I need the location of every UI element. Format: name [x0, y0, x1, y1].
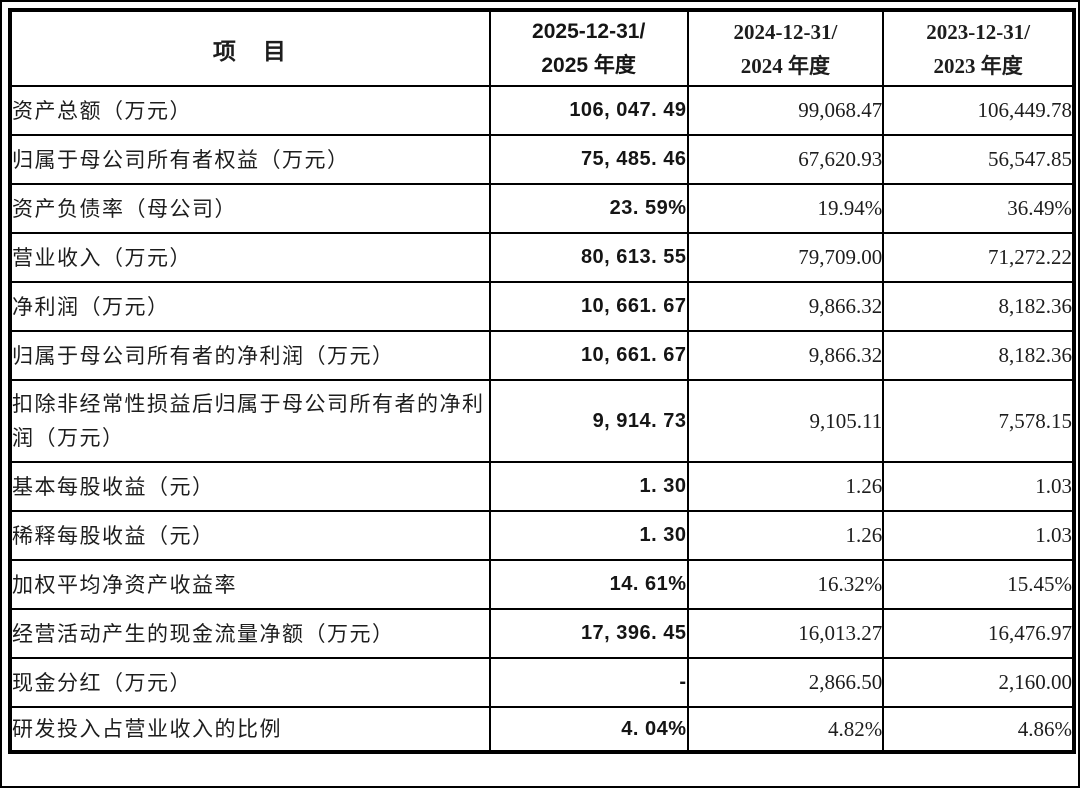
value-2023: 1.03	[882, 461, 1075, 512]
row-label: 扣除非经常性损益后归属于母公司所有者的净利润（万元）	[9, 379, 491, 463]
value-2023: 71,272.22	[882, 232, 1075, 283]
header-period-2025-year: 2025 年度	[541, 53, 636, 77]
value-2025: 14. 61%	[488, 559, 689, 610]
financial-summary-table: 项 目 2025-12-31/ 2025 年度 2024-12-31/ 2024…	[8, 8, 1076, 754]
value-2023: 36.49%	[882, 183, 1075, 234]
row-label: 资产总额（万元）	[9, 85, 491, 136]
value-2023: 8,182.36	[882, 330, 1075, 381]
value-2023: 2,160.00	[882, 657, 1075, 708]
row-label: 归属于母公司所有者权益（万元）	[9, 134, 491, 185]
row-label: 归属于母公司所有者的净利润（万元）	[9, 330, 491, 381]
table-row: 研发投入占营业收入的比例 4. 04% 4.82% 4.86%	[9, 706, 1075, 753]
value-2023: 8,182.36	[882, 281, 1075, 332]
row-label: 营业收入（万元）	[9, 232, 491, 283]
header-period-2025: 2025-12-31/ 2025 年度	[488, 9, 689, 87]
value-2024: 99,068.47	[686, 85, 885, 136]
table-row: 归属于母公司所有者的净利润（万元） 10, 661. 67 9,866.32 8…	[9, 330, 1075, 381]
value-2025: 106, 047. 49	[488, 85, 689, 136]
table-row: 经营活动产生的现金流量净额（万元） 17, 396. 45 16,013.27 …	[9, 608, 1075, 659]
header-period-2024-year: 2024 年度	[740, 53, 831, 78]
value-2025: 9, 914. 73	[488, 379, 689, 463]
row-label: 净利润（万元）	[9, 281, 491, 332]
row-label: 现金分红（万元）	[9, 657, 491, 708]
table-row: 现金分红（万元） - 2,866.50 2,160.00	[9, 657, 1075, 708]
table-row: 归属于母公司所有者权益（万元） 75, 485. 46 67,620.93 56…	[9, 134, 1075, 185]
value-2024: 19.94%	[686, 183, 885, 234]
value-2024: 1.26	[686, 510, 885, 561]
value-2023: 1.03	[882, 510, 1075, 561]
value-2024: 4.82%	[686, 706, 885, 753]
header-item: 项 目	[9, 9, 491, 87]
header-period-2023-date: 2023-12-31/	[926, 19, 1031, 44]
table-row: 资产负债率（母公司） 23. 59% 19.94% 36.49%	[9, 183, 1075, 234]
value-2025: 1. 30	[488, 510, 689, 561]
value-2025: 10, 661. 67	[488, 330, 689, 381]
header-period-2024-date: 2024-12-31/	[733, 19, 838, 44]
value-2025: 23. 59%	[488, 183, 689, 234]
value-2023: 7,578.15	[882, 379, 1075, 463]
row-label: 研发投入占营业收入的比例	[9, 706, 491, 753]
table-row: 扣除非经常性损益后归属于母公司所有者的净利润（万元） 9, 914. 73 9,…	[9, 379, 1075, 463]
value-2025: 4. 04%	[488, 706, 689, 753]
value-2024: 2,866.50	[686, 657, 885, 708]
value-2025: 75, 485. 46	[488, 134, 689, 185]
value-2025: 80, 613. 55	[488, 232, 689, 283]
header-period-2023-year: 2023 年度	[933, 53, 1023, 78]
table-row: 营业收入（万元） 80, 613. 55 79,709.00 71,272.22	[9, 232, 1075, 283]
table-row: 加权平均净资产收益率 14. 61% 16.32% 15.45%	[9, 559, 1075, 610]
row-label: 稀释每股收益（元）	[9, 510, 491, 561]
value-2024: 79,709.00	[686, 232, 885, 283]
value-2025: 1. 30	[488, 461, 689, 512]
table-row: 稀释每股收益（元） 1. 30 1.26 1.03	[9, 510, 1075, 561]
value-2023: 16,476.97	[882, 608, 1075, 659]
value-2023: 106,449.78	[882, 85, 1075, 136]
value-2025: 17, 396. 45	[488, 608, 689, 659]
value-2023: 56,547.85	[882, 134, 1075, 185]
value-2023: 15.45%	[882, 559, 1075, 610]
header-period-2025-date: 2025-12-31/	[532, 19, 646, 43]
header-period-2023: 2023-12-31/ 2023 年度	[882, 9, 1075, 87]
value-2024: 1.26	[686, 461, 885, 512]
header-period-2024: 2024-12-31/ 2024 年度	[686, 9, 885, 87]
value-2024: 16.32%	[686, 559, 885, 610]
row-label: 经营活动产生的现金流量净额（万元）	[9, 608, 491, 659]
value-2024: 9,866.32	[686, 281, 885, 332]
row-label: 加权平均净资产收益率	[9, 559, 491, 610]
value-2024: 9,866.32	[686, 330, 885, 381]
table-header-row: 项 目 2025-12-31/ 2025 年度 2024-12-31/ 2024…	[9, 9, 1075, 87]
row-label: 基本每股收益（元）	[9, 461, 491, 512]
value-2025: -	[488, 657, 689, 708]
value-2024: 9,105.11	[686, 379, 885, 463]
value-2025: 10, 661. 67	[488, 281, 689, 332]
row-label: 资产负债率（母公司）	[9, 183, 491, 234]
value-2024: 16,013.27	[686, 608, 885, 659]
value-2023: 4.86%	[882, 706, 1075, 753]
table-row: 净利润（万元） 10, 661. 67 9,866.32 8,182.36	[9, 281, 1075, 332]
table-row: 资产总额（万元） 106, 047. 49 99,068.47 106,449.…	[9, 85, 1075, 136]
table-row: 基本每股收益（元） 1. 30 1.26 1.03	[9, 461, 1075, 512]
value-2024: 67,620.93	[686, 134, 885, 185]
